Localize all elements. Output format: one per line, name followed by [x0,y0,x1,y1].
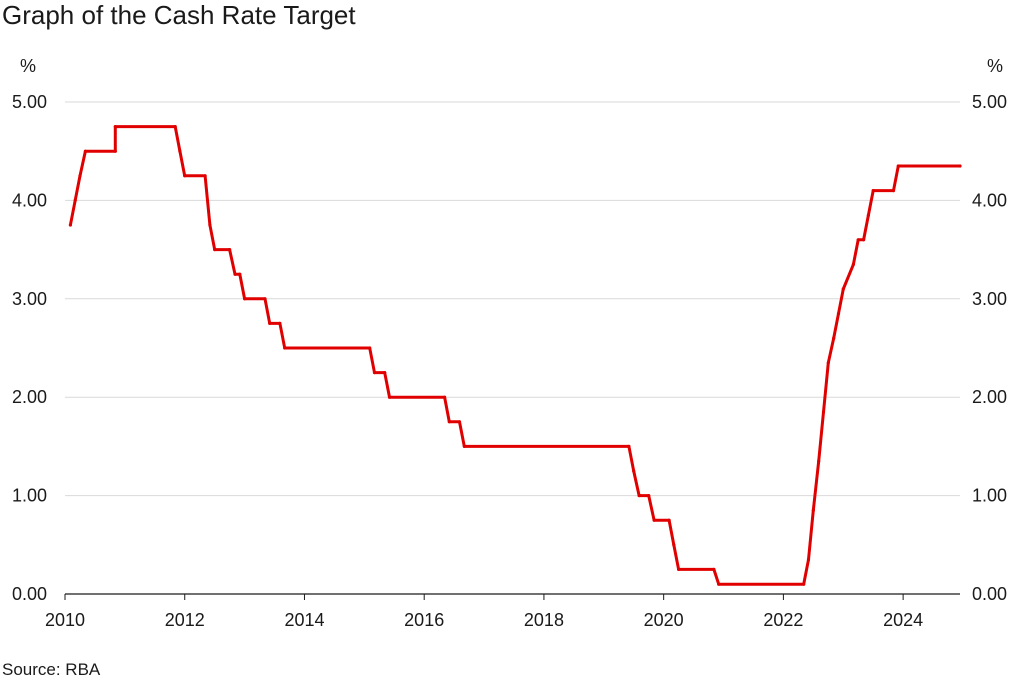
data-point [627,444,631,448]
data-point [263,297,267,301]
data-point [383,371,387,375]
y-tick-label-right: 1.00 [972,486,1007,506]
x-tick-label: 2018 [524,610,564,630]
y-tick-label-right: 4.00 [972,190,1007,210]
x-tick-label: 2020 [644,610,684,630]
x-tick-label: 2014 [284,610,324,630]
left-axis-unit: % [20,56,37,76]
data-point [958,164,962,168]
y-tick-label-left: 2.00 [12,387,47,407]
data-point [208,223,212,227]
data-point [83,149,87,153]
data-point [802,582,806,586]
data-point [462,444,466,448]
data-point [717,582,721,586]
data-point [821,410,826,414]
data-point [891,189,896,193]
data-point [238,272,242,276]
data-point [811,508,815,512]
data-point [841,287,845,291]
data-point [851,262,856,266]
data-point [183,174,187,178]
data-point [387,395,392,399]
data-point [806,558,811,562]
x-tick-label: 2016 [404,610,444,630]
data-point [712,567,716,572]
x-tick-label: 2010 [45,610,85,630]
data-point [677,567,681,572]
x-tick-label: 2012 [165,610,205,630]
y-tick-label-right: 0.00 [972,584,1007,604]
data-point [228,248,232,252]
data-point [173,125,177,129]
y-tick-label-right: 3.00 [972,289,1007,309]
data-point [368,346,372,350]
data-point [243,297,247,301]
data-point [457,420,462,424]
y-tick-label-right: 2.00 [972,387,1007,407]
y-tick-label-left: 5.00 [12,92,47,112]
y-tick-label-right: 5.00 [972,92,1007,112]
data-point [233,272,237,276]
data-point [203,174,207,178]
data-point [667,518,671,522]
y-tick-label-left: 4.00 [12,190,47,210]
y-tick-label-left: 0.00 [12,584,47,604]
data-point [856,238,860,242]
data-point [826,361,830,365]
data-point [113,125,117,129]
data-point [672,543,676,547]
chart-title: Graph of the Cash Rate Target [2,0,356,30]
source-note: Source: RBA [2,660,101,679]
data-point [637,494,641,498]
x-tick-label: 2022 [763,610,803,630]
data-point [283,346,287,350]
y-tick-label-left: 3.00 [12,289,47,309]
data-point [213,248,217,252]
data-point [866,213,871,217]
cash-rate-line [68,125,962,586]
data-point [652,518,656,522]
data-point [836,312,841,316]
data-point [372,371,377,375]
right-axis-unit: % [987,56,1004,76]
data-point [817,459,821,463]
data-point [278,321,282,325]
data-point [832,336,836,340]
data-point [78,174,82,178]
data-point [447,420,451,424]
data-point [73,198,77,202]
data-point [178,149,182,153]
data-point [862,238,866,242]
data-point [68,223,72,227]
data-point [896,164,900,168]
data-point [647,494,651,498]
y-tick-label-left: 1.00 [12,486,47,506]
data-point [632,469,636,473]
data-point [113,149,117,153]
data-point [268,321,272,325]
x-tick-label: 2024 [883,610,923,630]
data-point [871,189,875,193]
data-point [443,395,447,399]
